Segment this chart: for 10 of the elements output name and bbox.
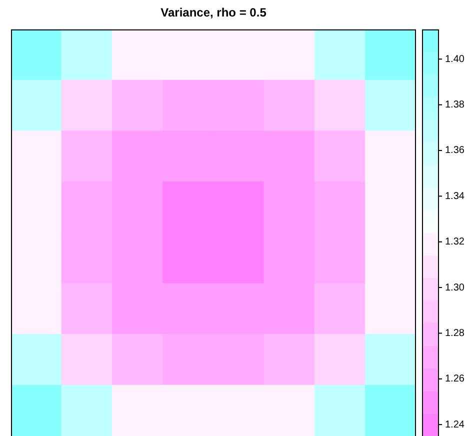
color-bar-label: 1.38 [445,100,465,111]
color-bar-label: 1.24 [445,419,465,430]
chart-title: Variance, rho = 0.5 [160,6,267,20]
color-bar-label: 1.40 [445,54,465,65]
color-bar-label: 1.26 [445,374,465,385]
color-bar-label: 1.32 [445,236,465,248]
color-bar-label: 1.34 [445,190,465,202]
color-bar-label: 1.30 [445,282,465,294]
color-bar-label: 1.36 [445,145,465,156]
color-bar-label: 1.28 [445,328,465,339]
